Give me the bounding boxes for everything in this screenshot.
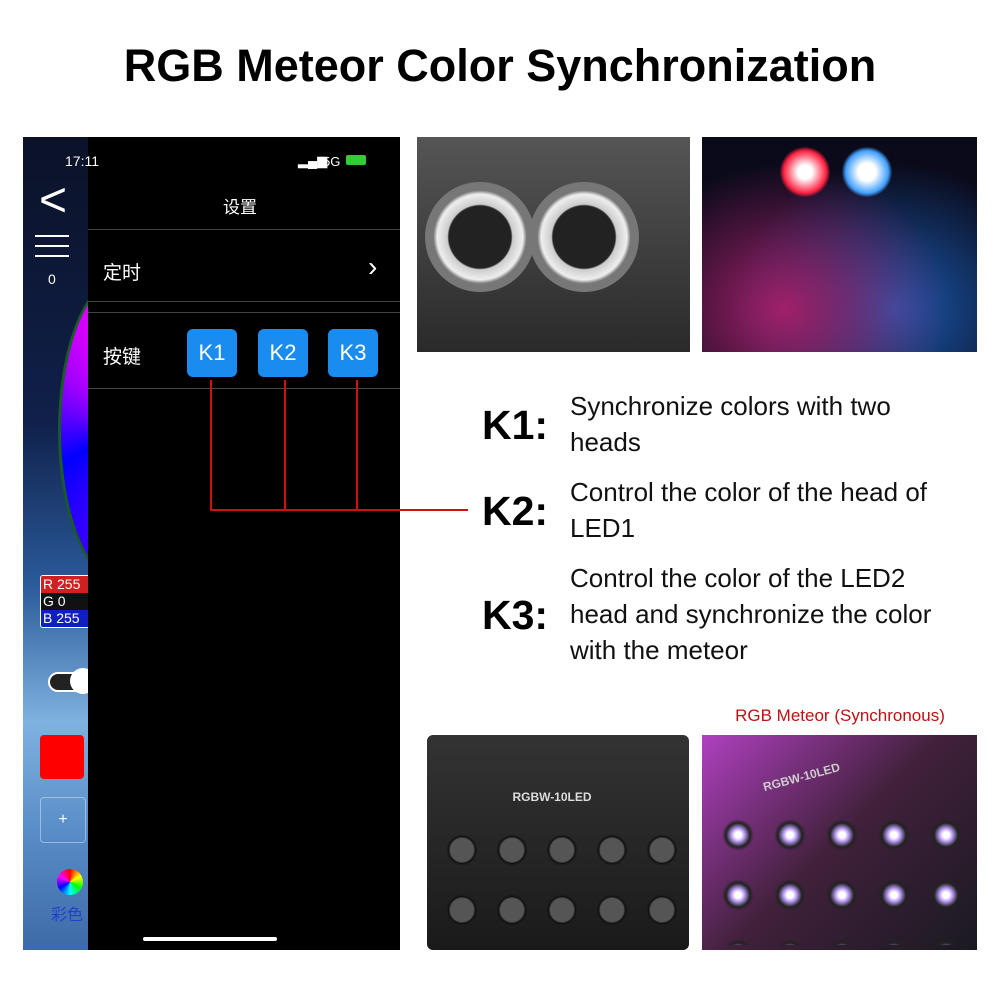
k1-button[interactable]: K1 — [187, 329, 237, 377]
timer-label[interactable]: 定时 — [103, 263, 142, 284]
toggle[interactable] — [48, 668, 96, 694]
device-label-2: RGBW-10LED — [761, 760, 842, 794]
back-icon[interactable]: < — [39, 174, 68, 227]
battery-icon — [346, 155, 366, 165]
connector-line — [356, 380, 358, 511]
color-mode-icon[interactable] — [57, 869, 83, 895]
add-color-button[interactable]: + — [40, 797, 86, 843]
color-swatch[interactable] — [40, 735, 84, 779]
phone-screenshot: < 0 R 255 G 0 B 255 + 彩色 17:11 ▂▄▆ 5G 设置… — [23, 137, 400, 950]
keys-label: 按键 — [103, 347, 142, 368]
page-title: RGB Meteor Color Synchronization — [123, 40, 877, 91]
signal-icon: ▂▄▆ — [298, 153, 328, 168]
rgb-readout: R 255 G 0 B 255 — [40, 575, 94, 628]
photo-caption: RGB Meteor (Synchronous) — [735, 706, 945, 725]
connector-line — [210, 509, 468, 511]
k2-description: Control the color of the head of LED1 — [570, 477, 928, 543]
g-value: G 0 — [41, 593, 93, 610]
k3-label: K3: — [482, 592, 549, 638]
r-value: R 255 — [41, 576, 93, 593]
k3-button[interactable]: K3 — [328, 329, 378, 377]
lights-photo — [702, 137, 977, 352]
k2-label: K2: — [482, 488, 549, 534]
device-ports-photo: RGBW-10LED — [417, 735, 690, 950]
k1-label: K1: — [482, 402, 549, 448]
home-indicator — [143, 937, 277, 941]
device-meteor-photo: RGBW-10LED — [702, 735, 977, 950]
k3-description: Control the color of the LED2 head and s… — [570, 563, 932, 665]
screen-title: 设置 — [223, 198, 257, 217]
count-label: 0 — [48, 271, 56, 287]
menu-icon[interactable] — [35, 235, 69, 237]
chevron-right-icon[interactable]: › — [368, 251, 378, 282]
connector-line — [210, 380, 212, 511]
color-mode-label: 彩色 — [51, 907, 84, 924]
b-value: B 255 — [41, 610, 93, 627]
status-time: 17:11 — [65, 153, 99, 169]
network-label: 5G — [323, 154, 341, 169]
device-label: RGBW-10LED — [512, 790, 592, 804]
k2-button[interactable]: K2 — [258, 329, 308, 377]
k1-description: Synchronize colors with two heads — [570, 391, 891, 457]
device-heads-photo — [417, 137, 690, 352]
settings-panel — [88, 137, 400, 950]
background-app: < 0 R 255 G 0 B 255 + 彩色 — [23, 137, 184, 950]
connector-line — [284, 380, 286, 511]
